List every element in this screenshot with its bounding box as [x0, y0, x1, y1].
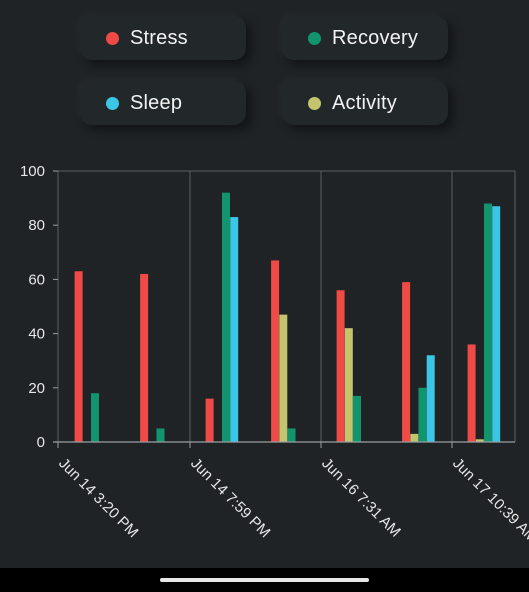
bar-activity: [410, 433, 419, 442]
legend-label-activity: Activity: [332, 91, 397, 114]
y-tick-label: 40: [28, 326, 45, 343]
home-gesture-handle[interactable]: [160, 578, 369, 582]
legend-item-recovery[interactable]: Recovery: [282, 16, 448, 60]
bar-recovery: [156, 428, 165, 442]
x-tick-label: Jun 16 7:31 AM: [318, 455, 404, 541]
y-tick-label: 80: [28, 217, 45, 234]
activity-dot-icon: [308, 96, 321, 110]
legend-label-sleep: Sleep: [130, 91, 183, 114]
y-tick-label: 20: [28, 380, 45, 397]
stress-dot-icon: [106, 31, 119, 45]
legend-label-stress: Stress: [130, 26, 188, 49]
bar-stress: [336, 290, 345, 442]
bar-sleep: [492, 206, 501, 442]
bar-stress: [402, 282, 411, 442]
bar-stress: [271, 260, 280, 442]
bar-stress: [74, 271, 83, 442]
bar-stress: [467, 344, 476, 442]
bar-recovery: [418, 387, 427, 442]
navigation-bar: [0, 568, 529, 592]
bar-recovery: [222, 192, 230, 442]
legend-item-stress[interactable]: Stress: [80, 16, 246, 60]
y-tick-label: 100: [20, 163, 45, 180]
legend-item-activity[interactable]: Activity: [282, 81, 448, 125]
legend-label-recovery: Recovery: [332, 26, 419, 49]
bar-sleep: [230, 217, 239, 442]
bar-activity: [344, 328, 353, 442]
bar-sleep: [426, 355, 435, 442]
x-tick-label: Jun 14 3:20 PM: [55, 455, 141, 541]
bar-recovery: [91, 393, 99, 442]
y-tick-label: 60: [28, 271, 45, 288]
y-tick-label: 0: [37, 434, 45, 451]
bar-stress: [205, 398, 214, 442]
bar-activity: [279, 314, 288, 442]
legend-item-sleep[interactable]: Sleep: [80, 81, 246, 125]
x-tick-label: Jun 17 10:39 AM: [449, 455, 529, 547]
bar-activity: [475, 439, 484, 442]
recovery-dot-icon: [308, 31, 321, 45]
bar-recovery: [484, 203, 492, 442]
bar-chart: 0 20 40 60 80 100 Jun 14 3:20 PM Jun 14 7:59 PM…: [20, 163, 529, 547]
bar-recovery: [353, 395, 361, 442]
bar-stress: [140, 273, 149, 442]
sleep-dot-icon: [106, 96, 119, 110]
bar-recovery: [287, 428, 296, 442]
x-tick-label: Jun 14 7:59 PM: [187, 455, 273, 541]
